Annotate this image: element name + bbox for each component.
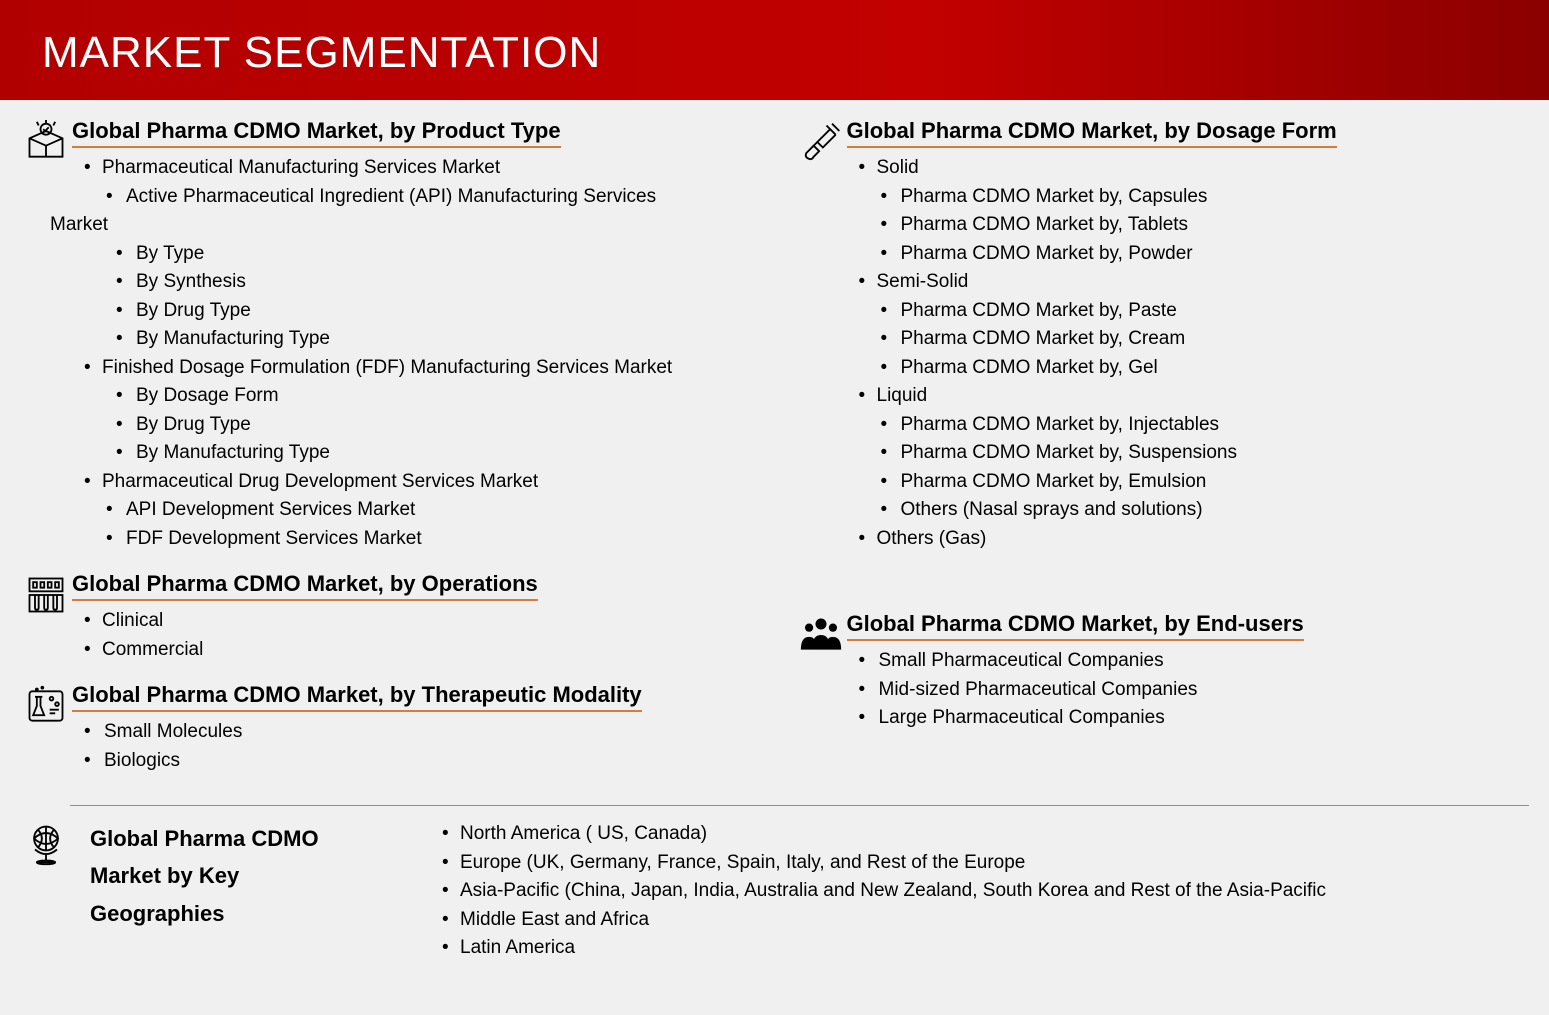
geo-title-line: Geographies bbox=[90, 895, 319, 932]
list-item: Commercial bbox=[80, 636, 755, 665]
list-item: By Drug Type bbox=[112, 297, 755, 326]
list-item: API Development Services Market bbox=[102, 496, 755, 525]
header-bar: MARKET SEGMENTATION bbox=[0, 0, 1549, 100]
list-item: Latin America bbox=[438, 934, 1529, 963]
list-item: Pharma CDMO Market by, Capsules bbox=[877, 183, 1530, 212]
section-title: Global Pharma CDMO Market, by Operations bbox=[72, 571, 538, 601]
list-item: Pharma CDMO Market by, Paste bbox=[877, 297, 1530, 326]
list-item: Asia-Pacific (China, Japan, India, Austr… bbox=[438, 877, 1529, 906]
box-check-icon bbox=[20, 118, 72, 164]
list-item: Others (Gas) bbox=[855, 525, 1530, 554]
section-modality: Global Pharma CDMO Market, by Therapeuti… bbox=[20, 682, 755, 775]
section-end-users: Global Pharma CDMO Market, by End-users … bbox=[795, 611, 1530, 733]
lab-flask-icon bbox=[20, 682, 72, 728]
section-operations: Global Pharma CDMO Market, by Operations… bbox=[20, 571, 755, 664]
content-columns: Global Pharma CDMO Market, by Product Ty… bbox=[0, 100, 1549, 793]
people-group-icon bbox=[795, 611, 847, 657]
list-item: Pharmaceutical Manufacturing Services Ma… bbox=[80, 154, 755, 183]
list-item: Pharma CDMO Market by, Tablets bbox=[877, 211, 1530, 240]
list-item: By Manufacturing Type bbox=[112, 439, 755, 468]
left-column: Global Pharma CDMO Market, by Product Ty… bbox=[20, 118, 755, 793]
geo-title-line: Market by Key bbox=[90, 857, 319, 894]
building-tubes-icon bbox=[20, 571, 72, 617]
list-item: Pharma CDMO Market by, Emulsion bbox=[877, 468, 1530, 497]
list-item: By Dosage Form bbox=[112, 382, 755, 411]
list-item: Liquid bbox=[855, 382, 1530, 411]
right-column: Global Pharma CDMO Market, by Dosage For… bbox=[795, 118, 1530, 793]
list-item: Europe (UK, Germany, France, Spain, Ital… bbox=[438, 849, 1529, 878]
list-item: Mid-sized Pharmaceutical Companies bbox=[855, 676, 1530, 705]
list-item: North America ( US, Canada) bbox=[438, 820, 1529, 849]
section-title: Global Pharma CDMO Market, by Therapeuti… bbox=[72, 682, 642, 712]
list-item: Pharma CDMO Market by, Cream bbox=[877, 325, 1530, 354]
section-product-type: Global Pharma CDMO Market, by Product Ty… bbox=[20, 118, 755, 553]
section-geographies: Global Pharma CDMO Market by Key Geograp… bbox=[0, 820, 1549, 993]
syringe-hand-icon bbox=[795, 118, 847, 164]
list-item: Pharma CDMO Market by, Gel bbox=[877, 354, 1530, 383]
list-item: Small Molecules bbox=[80, 718, 755, 747]
list-item: Pharmaceutical Drug Development Services… bbox=[80, 468, 755, 497]
list-item: Pharma CDMO Market by, Injectables bbox=[877, 411, 1530, 440]
list-item: Solid bbox=[855, 154, 1530, 183]
geo-title-line: Global Pharma CDMO bbox=[90, 820, 319, 857]
list-item: Others (Nasal sprays and solutions) bbox=[877, 496, 1530, 525]
list-item: By Synthesis bbox=[112, 268, 755, 297]
list-item: By Drug Type bbox=[112, 411, 755, 440]
list-item: Finished Dosage Formulation (FDF) Manufa… bbox=[80, 354, 755, 383]
list-item: Large Pharmaceutical Companies bbox=[855, 704, 1530, 733]
list-item: Middle East and Africa bbox=[438, 906, 1529, 935]
list-item: Pharma CDMO Market by, Suspensions bbox=[877, 439, 1530, 468]
list-item: Small Pharmaceutical Companies bbox=[855, 647, 1530, 676]
section-dosage-form: Global Pharma CDMO Market, by Dosage For… bbox=[795, 118, 1530, 553]
section-title: Global Pharma CDMO Market, by Product Ty… bbox=[72, 118, 561, 148]
list-item: FDF Development Services Market bbox=[102, 525, 755, 554]
globe-stand-icon bbox=[20, 820, 72, 866]
list-item: Semi-Solid bbox=[855, 268, 1530, 297]
list-item: By Type bbox=[112, 240, 755, 269]
list-item: Clinical bbox=[80, 607, 755, 636]
list-item: By Manufacturing Type bbox=[112, 325, 755, 354]
page-title: MARKET SEGMENTATION bbox=[42, 28, 1507, 78]
list-item-continuation: Market bbox=[42, 211, 755, 240]
section-title: Global Pharma CDMO Market, by End-users bbox=[847, 611, 1304, 641]
section-divider bbox=[70, 805, 1529, 806]
list-item: Biologics bbox=[80, 747, 755, 776]
section-title: Global Pharma CDMO Market, by Dosage For… bbox=[847, 118, 1337, 148]
list-item: Pharma CDMO Market by, Powder bbox=[877, 240, 1530, 269]
list-item: Active Pharmaceutical Ingredient (API) M… bbox=[102, 183, 755, 212]
